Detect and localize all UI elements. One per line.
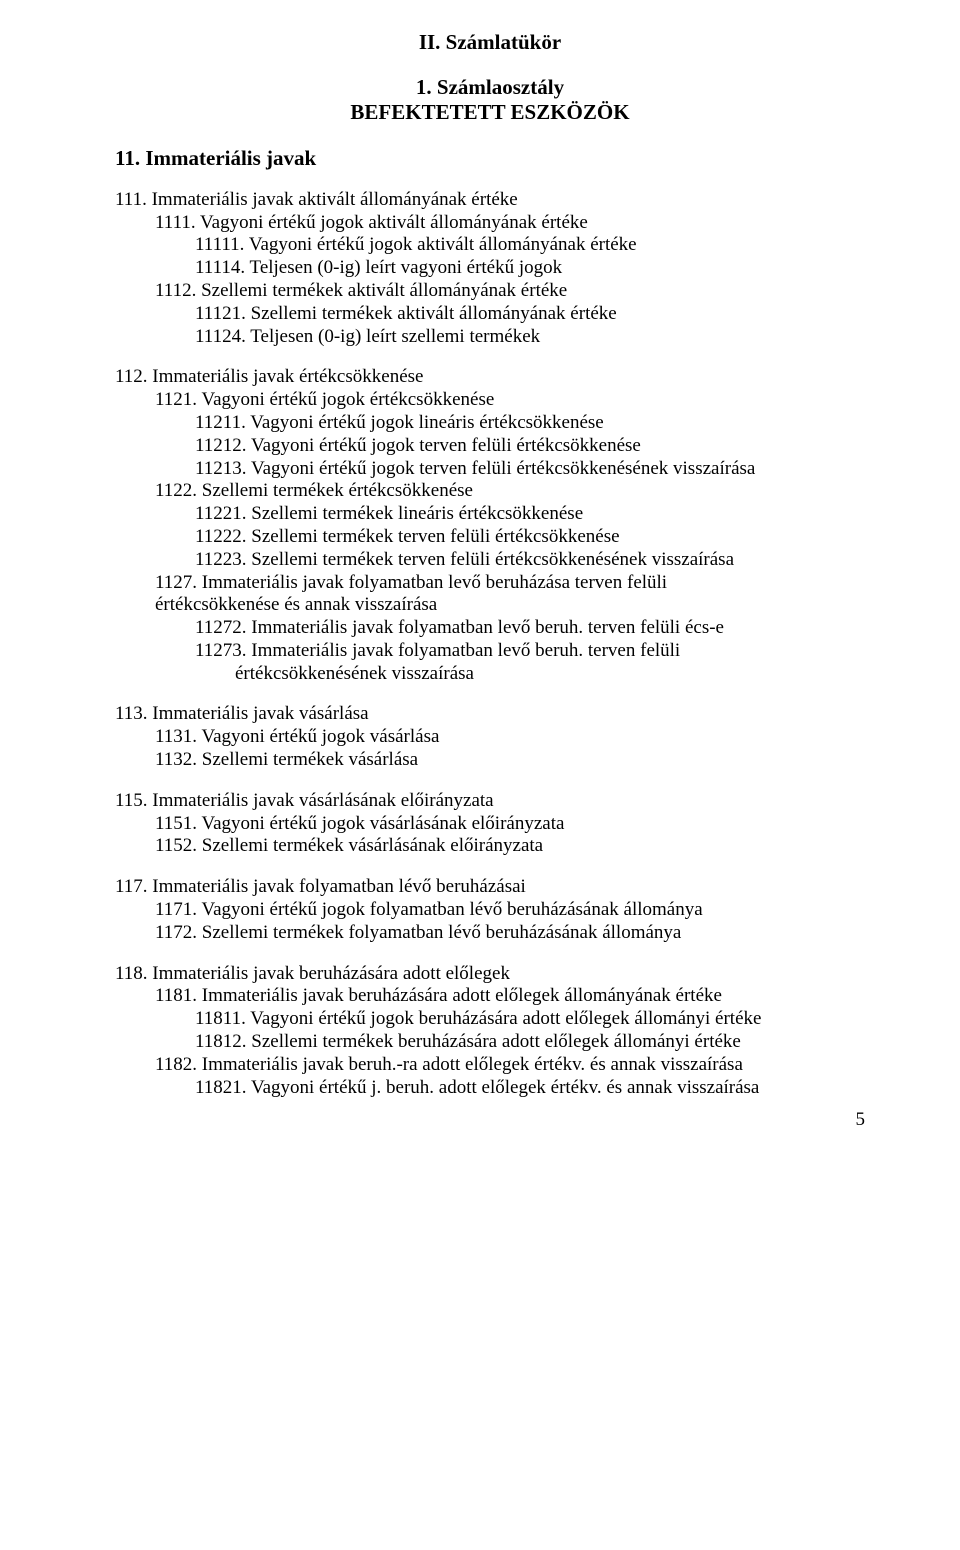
entry-11273-line1: 11273. Immateriális javak folyamatban le…	[115, 640, 865, 663]
entry-118: 118. Immateriális javak beruházására ado…	[115, 963, 865, 986]
entry-11812: 11812. Szellemi termékek beruházására ad…	[115, 1031, 865, 1054]
entry-1111: 1111. Vagyoni értékű jogok aktivált állo…	[115, 212, 865, 235]
entry-112: 112. Immateriális javak értékcsökkenése	[115, 366, 865, 389]
entry-11111: 11111. Vagyoni értékű jogok aktivált áll…	[115, 234, 865, 257]
entry-1121: 1121. Vagyoni értékű jogok értékcsökkené…	[115, 389, 865, 412]
entry-11811: 11811. Vagyoni értékű jogok beruházására…	[115, 1008, 865, 1031]
entry-1152: 1152. Szellemi termékek vásárlásának elő…	[115, 835, 865, 858]
heading-11: 11. Immateriális javak	[115, 146, 865, 171]
entry-11821: 11821. Vagyoni értékű j. beruh. adott el…	[115, 1077, 865, 1100]
entry-11221: 11221. Szellemi termékek lineáris értékc…	[115, 503, 865, 526]
entry-11121: 11121. Szellemi termékek aktivált állomá…	[115, 303, 865, 326]
entry-1182: 1182. Immateriális javak beruh.-ra adott…	[115, 1054, 865, 1077]
entry-117: 117. Immateriális javak folyamatban lévő…	[115, 876, 865, 899]
entry-11272: 11272. Immateriális javak folyamatban le…	[115, 617, 865, 640]
entry-115: 115. Immateriális javak vásárlásának elő…	[115, 790, 865, 813]
entry-1171: 1171. Vagyoni értékű jogok folyamatban l…	[115, 899, 865, 922]
entry-1127-line2: értékcsökkenése és annak visszaírása	[115, 594, 865, 617]
entry-1151: 1151. Vagyoni értékű jogok vásárlásának …	[115, 813, 865, 836]
entry-11211: 11211. Vagyoni értékű jogok lineáris ért…	[115, 412, 865, 435]
entry-1181: 1181. Immateriális javak beruházására ad…	[115, 985, 865, 1008]
entry-11213: 11213. Vagyoni értékű jogok terven felül…	[115, 458, 865, 481]
entry-113: 113. Immateriális javak vásárlása	[115, 703, 865, 726]
entry-11114: 11114. Teljesen (0-ig) leírt vagyoni ért…	[115, 257, 865, 280]
entry-11212: 11212. Vagyoni értékű jogok terven felül…	[115, 435, 865, 458]
entry-1122: 1122. Szellemi termékek értékcsökkenése	[115, 480, 865, 503]
entry-11223: 11223. Szellemi termékek terven felüli é…	[115, 549, 865, 572]
page-number: 5	[115, 1109, 865, 1132]
entry-1112: 1112. Szellemi termékek aktivált állomán…	[115, 280, 865, 303]
title-main: II. Számlatükör	[115, 30, 865, 55]
title-section-1: 1. Számlaosztály	[115, 75, 865, 100]
entry-111: 111. Immateriális javak aktivált állomán…	[115, 189, 865, 212]
entry-11273-line2: értékcsökkenésének visszaírása	[115, 663, 865, 686]
entry-1131: 1131. Vagyoni értékű jogok vásárlása	[115, 726, 865, 749]
entry-1172: 1172. Szellemi termékek folyamatban lévő…	[115, 922, 865, 945]
title-section-2: BEFEKTETETT ESZKÖZÖK	[115, 100, 865, 125]
entry-11222: 11222. Szellemi termékek terven felüli é…	[115, 526, 865, 549]
entry-1127-line1: 1127. Immateriális javak folyamatban lev…	[115, 572, 865, 595]
entry-11124: 11124. Teljesen (0-ig) leírt szellemi te…	[115, 326, 865, 349]
entry-1132: 1132. Szellemi termékek vásárlása	[115, 749, 865, 772]
